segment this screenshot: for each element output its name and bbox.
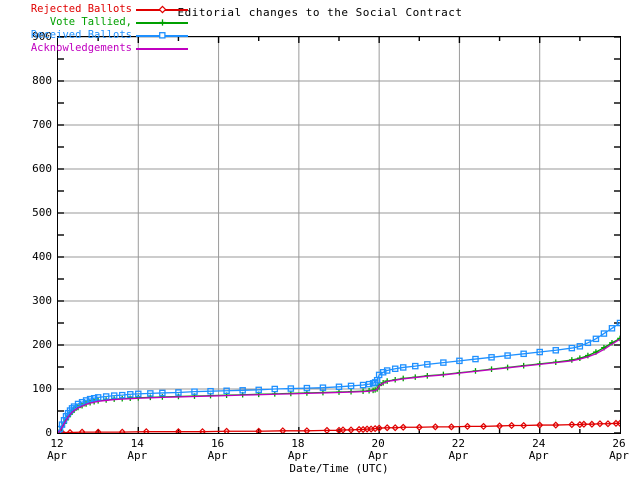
y-tick-label: 800 bbox=[32, 74, 52, 87]
legend-plus-icon bbox=[136, 16, 188, 29]
legend-label: Received Ballots bbox=[30, 29, 132, 41]
x-tick-label: 22 Apr bbox=[448, 437, 469, 462]
y-tick-label: 200 bbox=[32, 338, 52, 351]
legend-square-icon bbox=[136, 29, 188, 42]
x-tick-label: 24 Apr bbox=[528, 437, 549, 462]
y-tick-label: 0 bbox=[45, 426, 52, 439]
series-rejected-ballots bbox=[58, 419, 620, 433]
legend-diamond-icon bbox=[136, 3, 188, 16]
y-tick-label: 900 bbox=[32, 30, 52, 43]
series-received-ballots bbox=[58, 319, 620, 433]
data-series-layer bbox=[58, 319, 620, 433]
x-tick-label: 14 Apr bbox=[127, 437, 148, 462]
y-tick-label: 700 bbox=[32, 118, 52, 131]
plot-area bbox=[57, 36, 621, 434]
y-axis-tick-labels: 0 100 200 300 400 500 600 700 800 900 bbox=[0, 31, 52, 438]
chart-legend: Rejected Ballots Vote Tallied, Received Ba… bbox=[3, 3, 188, 55]
legend-item[interactable]: Vote Tallied, bbox=[3, 16, 188, 29]
chart-title: Editorial changes to the Social Contract bbox=[177, 6, 463, 19]
x-tick-label: 16 Apr bbox=[207, 437, 228, 462]
legend-item[interactable]: Rejected Ballots bbox=[3, 3, 188, 16]
y-tick-label: 400 bbox=[32, 250, 52, 263]
legend-line-icon bbox=[136, 42, 188, 55]
y-tick-label: 100 bbox=[32, 382, 52, 395]
y-tick-label: 600 bbox=[32, 162, 52, 175]
y-tick-label: 500 bbox=[32, 206, 52, 219]
x-tick-label: 18 Apr bbox=[287, 437, 308, 462]
x-tick-label: 20 Apr bbox=[368, 437, 389, 462]
legend-label: Vote Tallied, bbox=[49, 16, 132, 28]
legend-item[interactable]: Received Ballots bbox=[3, 29, 188, 42]
series-acknowledgements bbox=[58, 338, 620, 433]
legend-label: Rejected Ballots bbox=[30, 3, 132, 15]
legend-label: Acknowledgements bbox=[30, 42, 132, 54]
legend-item[interactable]: Acknowledgements bbox=[3, 42, 188, 55]
y-tick-label: 300 bbox=[32, 294, 52, 307]
x-tick-label: 12 Apr bbox=[47, 437, 67, 462]
x-axis-tick-labels: 12 Apr 14 Apr 16 Apr 18 Apr 20 Apr 22 Apr 24 Apr 26 Apr bbox=[47, 437, 629, 472]
grid-layer bbox=[58, 37, 620, 433]
x-tick-label: 26 Apr bbox=[609, 437, 629, 462]
x-axis-label: Date/Time (UTC) bbox=[289, 462, 389, 475]
